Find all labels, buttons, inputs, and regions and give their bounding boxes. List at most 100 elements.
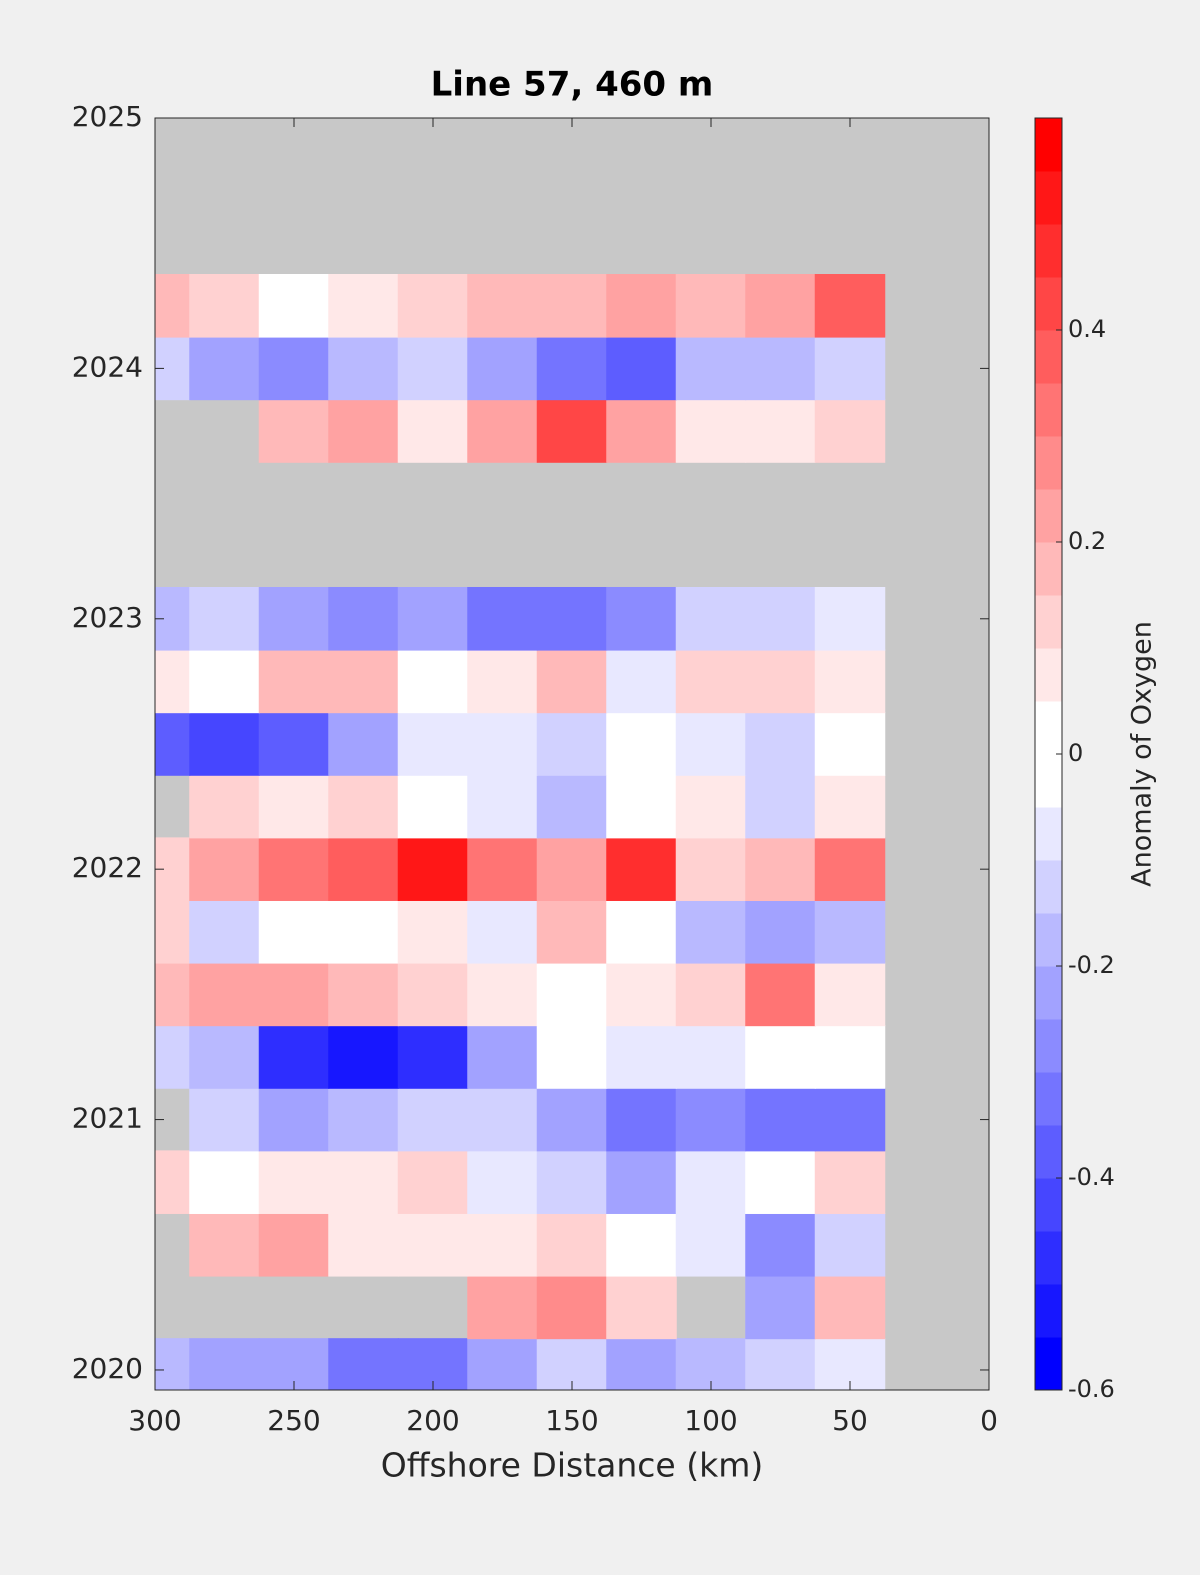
colorbar-patch bbox=[1035, 701, 1062, 755]
colorbar-patch bbox=[1035, 860, 1062, 914]
x-tick-label: 250 bbox=[267, 1404, 320, 1437]
contour-cell bbox=[189, 1087, 260, 1152]
contour-cell bbox=[675, 1212, 747, 1277]
contour-cell bbox=[606, 1275, 677, 1340]
contour-cell bbox=[467, 1275, 538, 1340]
contour-cell bbox=[814, 649, 886, 714]
contour-cell bbox=[328, 336, 399, 401]
contour-cell bbox=[606, 774, 677, 839]
contour-cell bbox=[536, 1025, 608, 1089]
contour-cell bbox=[467, 962, 538, 1027]
colorbar-patch bbox=[1035, 1284, 1062, 1338]
contour-cell bbox=[397, 649, 469, 714]
contour-cell bbox=[536, 1275, 608, 1340]
contour-cell bbox=[189, 712, 260, 776]
contour-cell bbox=[536, 1212, 608, 1277]
contour-cell bbox=[536, 837, 608, 901]
contour-cell bbox=[258, 899, 330, 964]
contour-cell bbox=[328, 962, 399, 1027]
contour-cell bbox=[258, 774, 330, 839]
contour-cell bbox=[397, 962, 469, 1027]
contour-cell bbox=[745, 774, 816, 839]
colorbar-patch bbox=[1035, 171, 1062, 225]
y-tick-label: 2022 bbox=[72, 851, 143, 884]
contour-cell bbox=[189, 899, 260, 964]
contour-cell bbox=[328, 899, 399, 964]
contour-cell bbox=[397, 1338, 469, 1390]
contour-cell bbox=[745, 1150, 816, 1214]
contour-cell bbox=[155, 649, 191, 714]
contour-cell bbox=[258, 586, 330, 651]
contour-cell bbox=[258, 399, 330, 463]
y-tick-label: 2023 bbox=[72, 601, 143, 634]
contour-cell bbox=[328, 399, 399, 463]
contour-cell bbox=[814, 1338, 886, 1390]
contour-cell bbox=[745, 837, 816, 901]
colorbar-tick-label: -0.2 bbox=[1068, 951, 1115, 979]
contour-cell bbox=[397, 1025, 469, 1089]
contour-cell bbox=[155, 962, 191, 1027]
x-tick-label: 100 bbox=[684, 1404, 737, 1437]
contour-cell bbox=[397, 712, 469, 776]
contour-cell bbox=[745, 712, 816, 776]
contour-cell bbox=[328, 1150, 399, 1214]
contour-cell bbox=[606, 1338, 677, 1390]
contour-cell bbox=[675, 1025, 747, 1089]
contour-cell bbox=[189, 649, 260, 714]
contour-cell bbox=[675, 1338, 747, 1390]
contour-cell bbox=[189, 837, 260, 901]
colorbar-patch bbox=[1035, 224, 1062, 278]
contour-cell bbox=[675, 586, 747, 651]
colorbar-patch bbox=[1035, 436, 1062, 490]
contour-cell bbox=[675, 649, 747, 714]
contour-cell bbox=[675, 712, 747, 776]
contour-cell bbox=[536, 1150, 608, 1214]
contour-cell bbox=[258, 649, 330, 714]
contour-cell bbox=[467, 1025, 538, 1089]
contour-cell bbox=[675, 962, 747, 1027]
contour-cell bbox=[397, 899, 469, 964]
colorbar-patch bbox=[1035, 383, 1062, 437]
x-tick-label: 50 bbox=[832, 1404, 868, 1437]
contour-cell bbox=[814, 962, 886, 1027]
contour-cell bbox=[258, 1087, 330, 1152]
contour-cell bbox=[606, 899, 677, 964]
contour-cell bbox=[397, 837, 469, 901]
contour-cell bbox=[258, 962, 330, 1027]
contour-cell bbox=[467, 712, 538, 776]
contour-cell bbox=[536, 712, 608, 776]
colorbar-patch bbox=[1035, 489, 1062, 543]
contour-cell bbox=[745, 899, 816, 964]
contour-cell bbox=[675, 774, 747, 839]
contour-cell bbox=[814, 1275, 886, 1340]
contour-cell bbox=[675, 1150, 747, 1214]
contour-cell bbox=[536, 649, 608, 714]
contour-cell bbox=[536, 273, 608, 338]
contour-cell bbox=[328, 586, 399, 651]
contour-cell bbox=[328, 273, 399, 338]
contour-cell bbox=[814, 899, 886, 964]
contour-cell bbox=[328, 774, 399, 839]
colorbar-patch bbox=[1035, 1072, 1062, 1126]
contour-cell bbox=[745, 1025, 816, 1089]
colorbar-patch bbox=[1035, 542, 1062, 596]
colorbar-tick-label: 0.4 bbox=[1068, 315, 1106, 343]
contour-cell bbox=[155, 1338, 191, 1390]
colorbar-patch bbox=[1035, 1178, 1062, 1232]
contour-cell bbox=[467, 1338, 538, 1390]
contour-cell bbox=[258, 1338, 330, 1390]
contour-cell bbox=[467, 837, 538, 901]
contour-cell bbox=[606, 1212, 677, 1277]
x-tick-label: 150 bbox=[545, 1404, 598, 1437]
contour-cell bbox=[745, 586, 816, 651]
contour-cell bbox=[745, 1212, 816, 1277]
contour-cell bbox=[467, 273, 538, 338]
contour-cell bbox=[814, 336, 886, 401]
colorbar-patch bbox=[1035, 1231, 1062, 1285]
contour-cell bbox=[397, 1212, 469, 1277]
contour-cell bbox=[397, 336, 469, 401]
contour-cell bbox=[536, 962, 608, 1027]
contour-cell bbox=[397, 774, 469, 839]
contour-cell bbox=[675, 837, 747, 901]
